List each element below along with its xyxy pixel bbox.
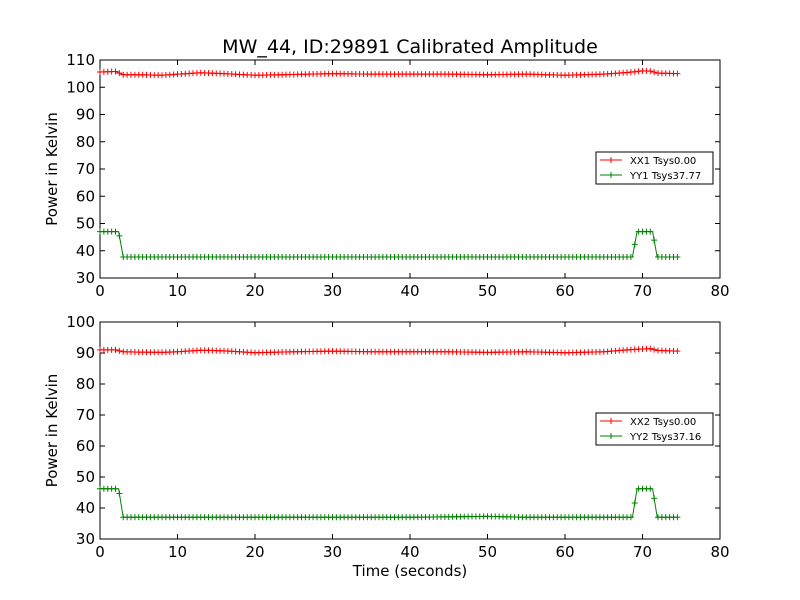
data-point-marker <box>651 495 658 502</box>
y-axis-label: Power in Kelvin <box>43 112 61 226</box>
data-point-marker <box>674 254 681 261</box>
legend-swatch-marker <box>608 433 614 439</box>
x-tick-label: 70 <box>633 543 652 561</box>
y-tick-label: 70 <box>76 406 95 424</box>
series-xx <box>97 67 681 79</box>
x-tick-label: 10 <box>168 543 187 561</box>
y-tick-label: 50 <box>76 468 95 486</box>
data-point-marker <box>674 70 681 77</box>
legend-label: XX2 Tsys0.00 <box>630 417 696 428</box>
x-tick-label: 80 <box>710 543 729 561</box>
data-point-marker <box>674 514 681 521</box>
x-tick-label: 60 <box>555 543 574 561</box>
series-xx <box>97 345 681 356</box>
data-point-marker <box>631 500 638 507</box>
x-tick-label: 30 <box>323 543 342 561</box>
x-tick-label: 0 <box>95 282 105 300</box>
y-tick-label: 100 <box>66 78 95 96</box>
data-point-marker <box>627 254 634 261</box>
legend-swatch-marker <box>608 157 614 163</box>
legend-box <box>595 151 714 185</box>
x-tick-label: 50 <box>478 543 497 561</box>
data-point-marker <box>647 345 654 352</box>
data-point-marker <box>112 346 119 353</box>
legend: XX1 Tsys0.00 YY1 Tsys37.77 <box>595 151 714 185</box>
data-point-marker <box>647 485 654 492</box>
legend-label: YY1 Tsys37.77 <box>629 171 701 182</box>
data-point-marker <box>116 490 123 497</box>
data-point-marker <box>112 228 119 235</box>
data-point-marker <box>674 348 681 355</box>
y-tick-label: 30 <box>76 530 95 548</box>
data-point-marker <box>112 485 119 492</box>
data-point-marker <box>647 228 654 235</box>
x-tick-label: 0 <box>95 543 105 561</box>
y-tick-label: 70 <box>76 160 95 178</box>
x-tick-label: 40 <box>400 543 419 561</box>
y-tick-label: 80 <box>76 375 95 393</box>
x-tick-label: 20 <box>245 543 264 561</box>
y-tick-label: 30 <box>76 269 95 287</box>
y-tick-label: 40 <box>76 499 95 517</box>
x-tick-label: 40 <box>400 282 419 300</box>
series-yy <box>97 228 681 261</box>
data-point-marker <box>651 237 658 244</box>
y-tick-label: 110 <box>66 51 95 69</box>
y-axis-label: Power in Kelvin <box>43 374 61 488</box>
figure-title: MW_44, ID:29891 Calibrated Amplitude <box>222 36 598 58</box>
legend-label: XX1 Tsys0.00 <box>630 156 696 167</box>
data-point-marker <box>116 232 123 239</box>
data-point-marker <box>116 70 123 77</box>
x-tick-label: 80 <box>710 282 729 300</box>
y-tick-label: 60 <box>76 437 95 455</box>
y-tick-label: 90 <box>76 106 95 124</box>
data-point-marker <box>631 241 638 248</box>
legend-swatch-marker <box>608 172 614 178</box>
x-tick-label: 30 <box>323 282 342 300</box>
legend-box <box>595 412 714 446</box>
y-tick-label: 60 <box>76 187 95 205</box>
x-tick-label: 20 <box>245 282 264 300</box>
series-yy <box>97 485 681 521</box>
y-tick-label: 100 <box>66 313 95 331</box>
y-tick-label: 90 <box>76 344 95 362</box>
data-point-marker <box>112 68 119 75</box>
legend-swatch-marker <box>608 418 614 424</box>
y-tick-label: 80 <box>76 133 95 151</box>
bottom-subplot: 0 10 20 30 40 50 60 70 80 30 40 50 60 70 80 90 100 Power … <box>43 313 730 580</box>
data-point-marker <box>647 68 654 75</box>
x-tick-label: 10 <box>168 282 187 300</box>
x-tick-label: 50 <box>478 282 497 300</box>
data-point-marker <box>627 514 634 521</box>
y-tick-label: 50 <box>76 215 95 233</box>
y-tick-label: 40 <box>76 242 95 260</box>
data-point-marker <box>116 347 123 354</box>
legend-label: YY2 Tsys37.16 <box>629 432 701 443</box>
legend: XX2 Tsys0.00 YY2 Tsys37.16 <box>595 412 714 446</box>
data-point-marker <box>651 69 658 76</box>
x-tick-label: 70 <box>633 282 652 300</box>
x-tick-label: 60 <box>555 282 574 300</box>
x-axis-label: Time (seconds) <box>352 562 468 580</box>
data-point-marker <box>651 346 658 353</box>
top-subplot: 0 10 20 30 40 50 60 70 80 30 40 50 60 70 80 90 100 110 Pow… <box>43 51 730 300</box>
